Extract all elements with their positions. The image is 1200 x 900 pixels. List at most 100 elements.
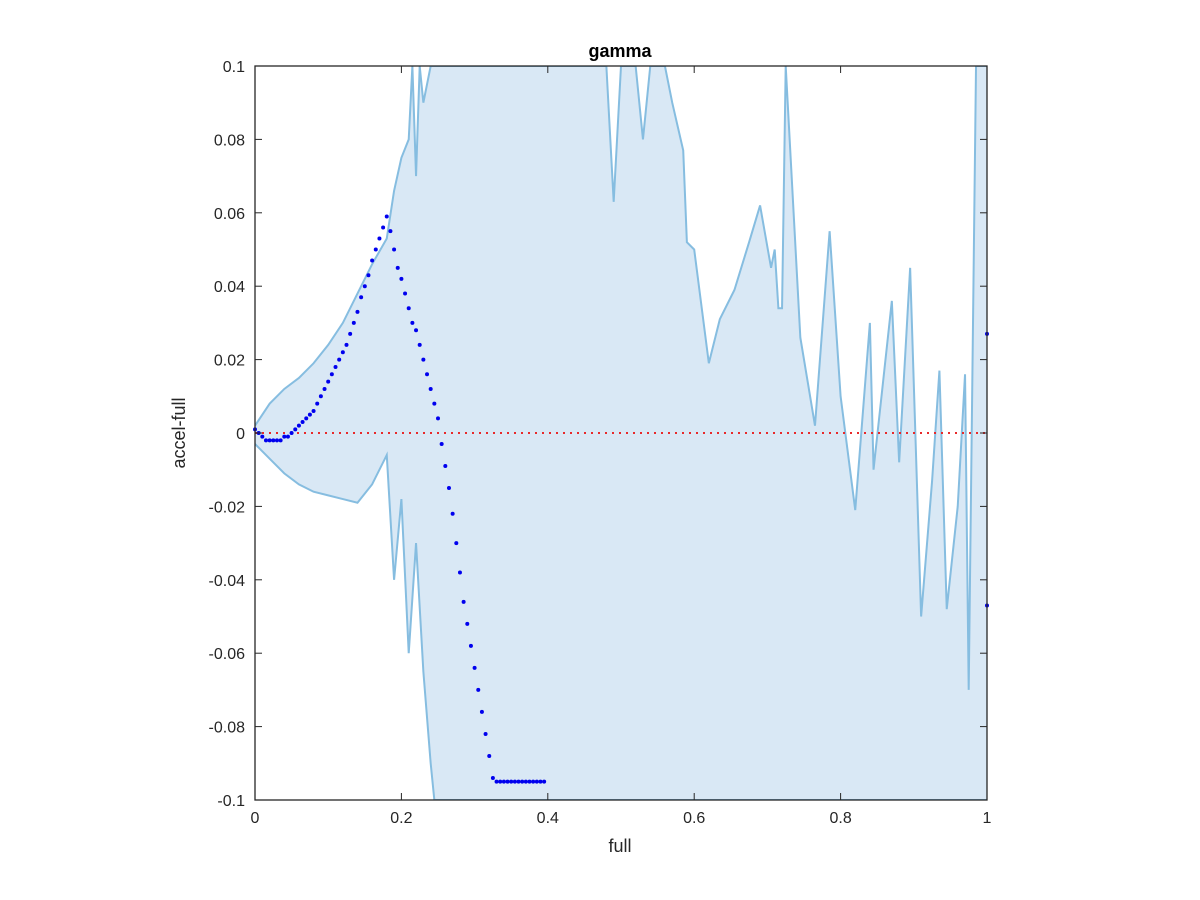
data-point (322, 386, 327, 391)
data-point (425, 372, 430, 377)
data-point (523, 779, 528, 784)
data-point (468, 643, 473, 648)
data-point (516, 779, 521, 784)
data-point (509, 779, 514, 784)
data-point (340, 350, 345, 355)
data-point (436, 416, 440, 421)
data-point (417, 342, 422, 347)
x-tick-label: 0.2 (390, 810, 412, 827)
data-point (542, 779, 547, 784)
data-point (388, 229, 393, 234)
data-point (384, 214, 389, 219)
data-point (487, 753, 492, 758)
chart-title: gamma (588, 41, 652, 61)
y-tick-label: -0.1 (217, 793, 245, 810)
y-tick-label: -0.04 (209, 573, 246, 590)
data-point (446, 486, 451, 491)
data-point (381, 225, 386, 230)
data-point (450, 511, 455, 516)
y-tick-label: 0.02 (214, 353, 245, 370)
data-point (428, 386, 433, 391)
data-point (490, 775, 495, 780)
data-point (304, 416, 309, 421)
data-point (483, 731, 488, 736)
data-point (439, 442, 444, 447)
data-point (293, 427, 298, 432)
data-point (370, 258, 375, 263)
data-point (267, 438, 272, 443)
data-point (344, 342, 349, 347)
y-tick-label: 0.1 (223, 59, 245, 76)
data-point (421, 357, 426, 362)
data-point (520, 779, 525, 784)
data-point (311, 408, 316, 413)
data-point (531, 779, 536, 784)
data-point (377, 236, 382, 241)
data-point (362, 284, 367, 289)
data-point (282, 434, 287, 439)
data-point (465, 621, 470, 626)
data-point (538, 779, 543, 784)
y-tick-label: 0.08 (214, 132, 245, 149)
data-point (501, 779, 506, 784)
data-point (479, 709, 484, 714)
data-point (443, 464, 448, 469)
y-tick-label: -0.06 (209, 646, 246, 663)
data-point (278, 438, 283, 443)
data-point (260, 434, 265, 439)
data-point (355, 309, 360, 314)
y-tick-label: 0 (236, 426, 245, 443)
data-point (472, 665, 477, 670)
x-tick-label: 1 (983, 810, 992, 827)
band-upper-line (255, 66, 987, 690)
data-point (274, 438, 279, 443)
data-point (315, 401, 320, 406)
data-point (498, 779, 503, 784)
data-point (392, 247, 397, 252)
data-point (271, 438, 276, 443)
data-point (457, 570, 462, 575)
data-point (318, 394, 323, 399)
data-point (296, 423, 301, 428)
y-tick-label: -0.02 (209, 499, 246, 516)
data-point (476, 687, 481, 692)
data-point (505, 779, 510, 784)
data-point (289, 431, 294, 435)
data-point (461, 599, 466, 604)
data-point (403, 291, 408, 296)
data-point (534, 779, 539, 784)
x-tick-label: 0 (251, 810, 260, 827)
data-point (454, 541, 459, 546)
plot-area: 0 0.2 0.4 0.6 0.8 1 -0.1 -0.08 -0.06 -0.04 -0.02 0 0… (209, 59, 992, 827)
data-point (410, 320, 415, 325)
data-point (359, 295, 364, 300)
data-point (263, 438, 268, 443)
x-axis-label: full (608, 836, 631, 856)
band-lower-line (255, 443, 987, 800)
data-point (337, 357, 342, 362)
data-point (348, 331, 353, 336)
x-tick-label: 0.8 (829, 810, 851, 827)
data-point (406, 306, 411, 311)
data-point (395, 265, 400, 270)
data-point (366, 273, 371, 278)
y-tick-label: -0.08 (209, 720, 246, 737)
data-point (300, 419, 305, 424)
data-point (432, 401, 437, 406)
y-tick-label: 0.06 (214, 206, 245, 223)
data-point (527, 779, 532, 784)
data-point (285, 434, 290, 439)
data-point (329, 372, 334, 377)
data-point (351, 320, 356, 325)
y-axis-label: accel-full (169, 397, 189, 468)
data-point (512, 779, 517, 784)
data-point (326, 379, 331, 384)
data-point (333, 364, 338, 369)
data-point (373, 247, 378, 252)
x-tick-label: 0.6 (683, 810, 705, 827)
data-point (307, 412, 312, 417)
data-point (494, 779, 499, 784)
y-tick-label: 0.04 (214, 279, 245, 296)
data-point (414, 328, 419, 333)
